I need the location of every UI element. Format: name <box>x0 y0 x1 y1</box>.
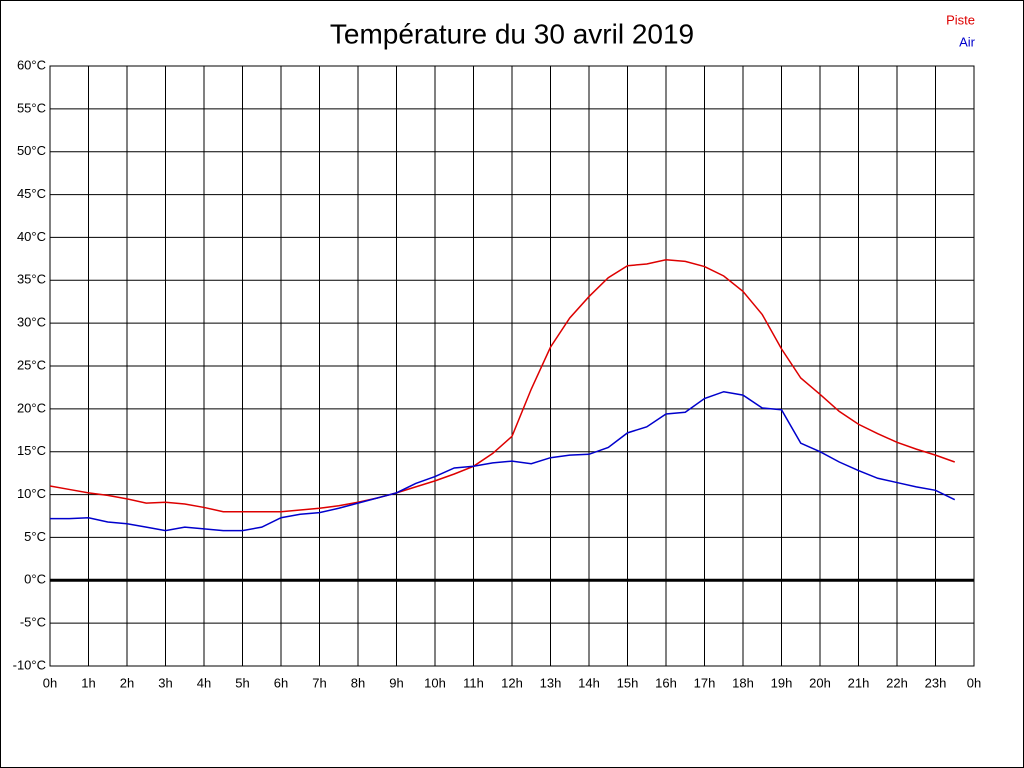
x-tick-label: 21h <box>848 675 870 690</box>
x-tick-label: 17h <box>694 675 716 690</box>
legend-label: Piste <box>946 12 975 27</box>
x-tick-label: 4h <box>197 675 211 690</box>
x-tick-label: 22h <box>886 675 908 690</box>
x-tick-label: 15h <box>617 675 639 690</box>
y-tick-label: 30°C <box>17 315 46 330</box>
y-tick-label: 55°C <box>17 100 46 115</box>
x-tick-label: 19h <box>771 675 793 690</box>
y-tick-label: 50°C <box>17 143 46 158</box>
y-tick-label: 40°C <box>17 229 46 244</box>
x-tick-label: 10h <box>424 675 446 690</box>
y-tick-label: 5°C <box>24 529 46 544</box>
series-line <box>49 258 956 513</box>
x-tick-label: 7h <box>312 675 326 690</box>
legend-label: Air <box>959 34 976 49</box>
y-tick-label: 45°C <box>17 186 46 201</box>
chart-title: Température du 30 avril 2019 <box>330 18 694 49</box>
x-tick-label: 0h <box>967 675 981 690</box>
x-tick-label: 16h <box>655 675 677 690</box>
x-tick-label: 20h <box>809 675 831 690</box>
y-tick-label: 25°C <box>17 357 46 372</box>
series-line <box>50 390 956 532</box>
x-tick-label: 3h <box>158 675 172 690</box>
x-tick-label: 5h <box>235 675 249 690</box>
x-tick-label: 18h <box>732 675 754 690</box>
x-tick-label: 9h <box>389 675 403 690</box>
y-tick-label: 10°C <box>17 486 46 501</box>
y-tick-label: 20°C <box>17 400 46 415</box>
y-tick-label: -10°C <box>13 657 46 672</box>
x-tick-label: 12h <box>501 675 523 690</box>
y-tick-label: 35°C <box>17 272 46 287</box>
y-tick-label: 60°C <box>17 57 46 72</box>
x-tick-label: 8h <box>351 675 365 690</box>
y-tick-label: -5°C <box>20 615 46 630</box>
x-tick-label: 0h <box>43 675 57 690</box>
x-tick-label: 6h <box>274 675 288 690</box>
x-tick-label: 1h <box>81 675 95 690</box>
x-tick-label: 23h <box>925 675 947 690</box>
x-tick-label: 13h <box>540 675 562 690</box>
y-tick-label: 0°C <box>24 572 46 587</box>
y-tick-label: 15°C <box>17 443 46 458</box>
x-tick-label: 14h <box>578 675 600 690</box>
x-tick-label: 11h <box>463 675 484 690</box>
x-tick-label: 2h <box>120 675 134 690</box>
